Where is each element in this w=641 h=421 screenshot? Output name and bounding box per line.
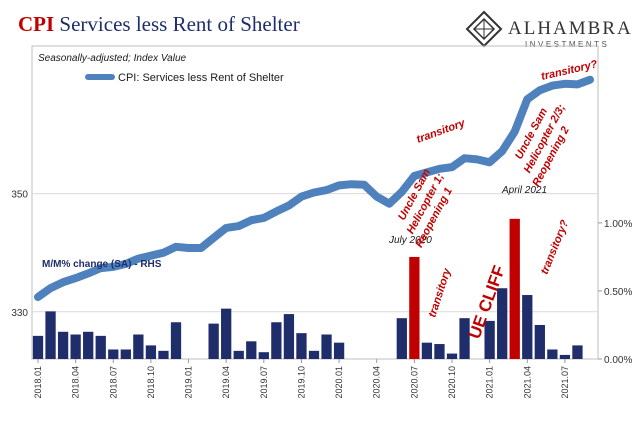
bar (32, 335, 44, 359)
x-tick-label: 2021.04 (522, 366, 532, 399)
bar (70, 334, 81, 359)
bar (57, 331, 69, 359)
annotation-helicopter-2: Uncle Sam Helicopter 2/3; Reopening 2 (513, 102, 572, 188)
brand-logo: ALHAMBRA INVESTMENTS (465, 10, 633, 49)
line-series (34, 75, 594, 301)
y-left-tick-330: 330 (11, 308, 28, 319)
bar (572, 345, 583, 359)
bar (333, 342, 345, 359)
x-tick-label: 2020.01 (334, 366, 344, 399)
bar (484, 320, 495, 359)
bar (271, 322, 282, 359)
chart-title: CPI Services less Rent of Shelter (18, 12, 300, 36)
x-tick-label: 2019.04 (221, 366, 231, 399)
brand-sub: INVESTMENTS (525, 40, 609, 49)
bar (296, 333, 307, 359)
chart-note: Seasonally-adjusted; Index Value (38, 53, 187, 64)
x-tick-label: 2021.01 (485, 366, 495, 399)
x-tick-label: 2018.07 (108, 366, 118, 399)
brand-name: ALHAMBRA (508, 18, 633, 39)
bar (497, 288, 508, 359)
bar (221, 308, 232, 359)
x-tick-label: 2019.10 (296, 366, 306, 399)
alhambra-logo-icon (465, 10, 503, 48)
y-right-tick-0: 0.00% (604, 355, 632, 366)
bar (446, 353, 458, 359)
x-tick-label: 2019.07 (259, 366, 269, 399)
annotation-april-2021: April 2021 (501, 185, 547, 196)
bar (308, 350, 320, 359)
annotation-transitory-1: transitory (415, 117, 468, 146)
bar (434, 344, 445, 359)
x-tick-label: 2020.04 (372, 366, 382, 399)
x-tick-label: 2018.04 (71, 366, 81, 399)
bar (208, 323, 219, 359)
bar (283, 314, 295, 359)
chart-title-accent: CPI (18, 12, 54, 36)
bar (158, 350, 169, 359)
x-tick-label: 2018.01 (33, 366, 43, 399)
annotation-transitory-bars: transitory (426, 266, 453, 319)
bar (534, 324, 545, 359)
bar (83, 331, 94, 359)
bar (258, 352, 269, 359)
y-right-tick-1: 0.50% (604, 287, 632, 298)
series-line (34, 75, 594, 301)
axes: 330 350 0.00% 0.50% 1.00% 2018.01 2018.04 2018.… (11, 190, 632, 399)
bar (45, 311, 56, 359)
bar (95, 335, 106, 359)
annotation-transitory-q2: transitory? (539, 218, 572, 276)
bar (547, 349, 558, 359)
bar (133, 334, 144, 359)
x-tick-label: 2018.10 (146, 366, 156, 399)
bar (559, 354, 571, 359)
rhs-series-label: M/M% change (SA) - RHS (42, 259, 162, 270)
chart-title-rest: Services less Rent of Shelter (54, 12, 300, 36)
bar (459, 318, 470, 359)
bar (321, 334, 332, 359)
x-tick-label: 2021.07 (560, 366, 570, 399)
y-right-tick-2: 1.00% (604, 219, 632, 230)
bar (145, 345, 157, 359)
x-tick-label: 2020.07 (409, 366, 419, 399)
bar (522, 295, 533, 359)
x-tick-label: 2020.10 (447, 366, 457, 399)
legend-label: CPI: Services less Rent of Shelter (118, 72, 284, 84)
bar (233, 350, 244, 359)
bar (120, 349, 131, 359)
bar (396, 318, 407, 359)
bar (170, 322, 182, 359)
bar (421, 342, 433, 359)
x-tick-label: 2019.01 (184, 366, 194, 399)
y-left-tick-350: 350 (11, 190, 28, 201)
bar (108, 349, 119, 359)
bar-series (32, 218, 583, 359)
annotation-july-2020: July 2020 (388, 235, 432, 246)
bar-highlight (509, 218, 520, 359)
bar-highlight (409, 256, 420, 359)
bar (246, 341, 257, 359)
